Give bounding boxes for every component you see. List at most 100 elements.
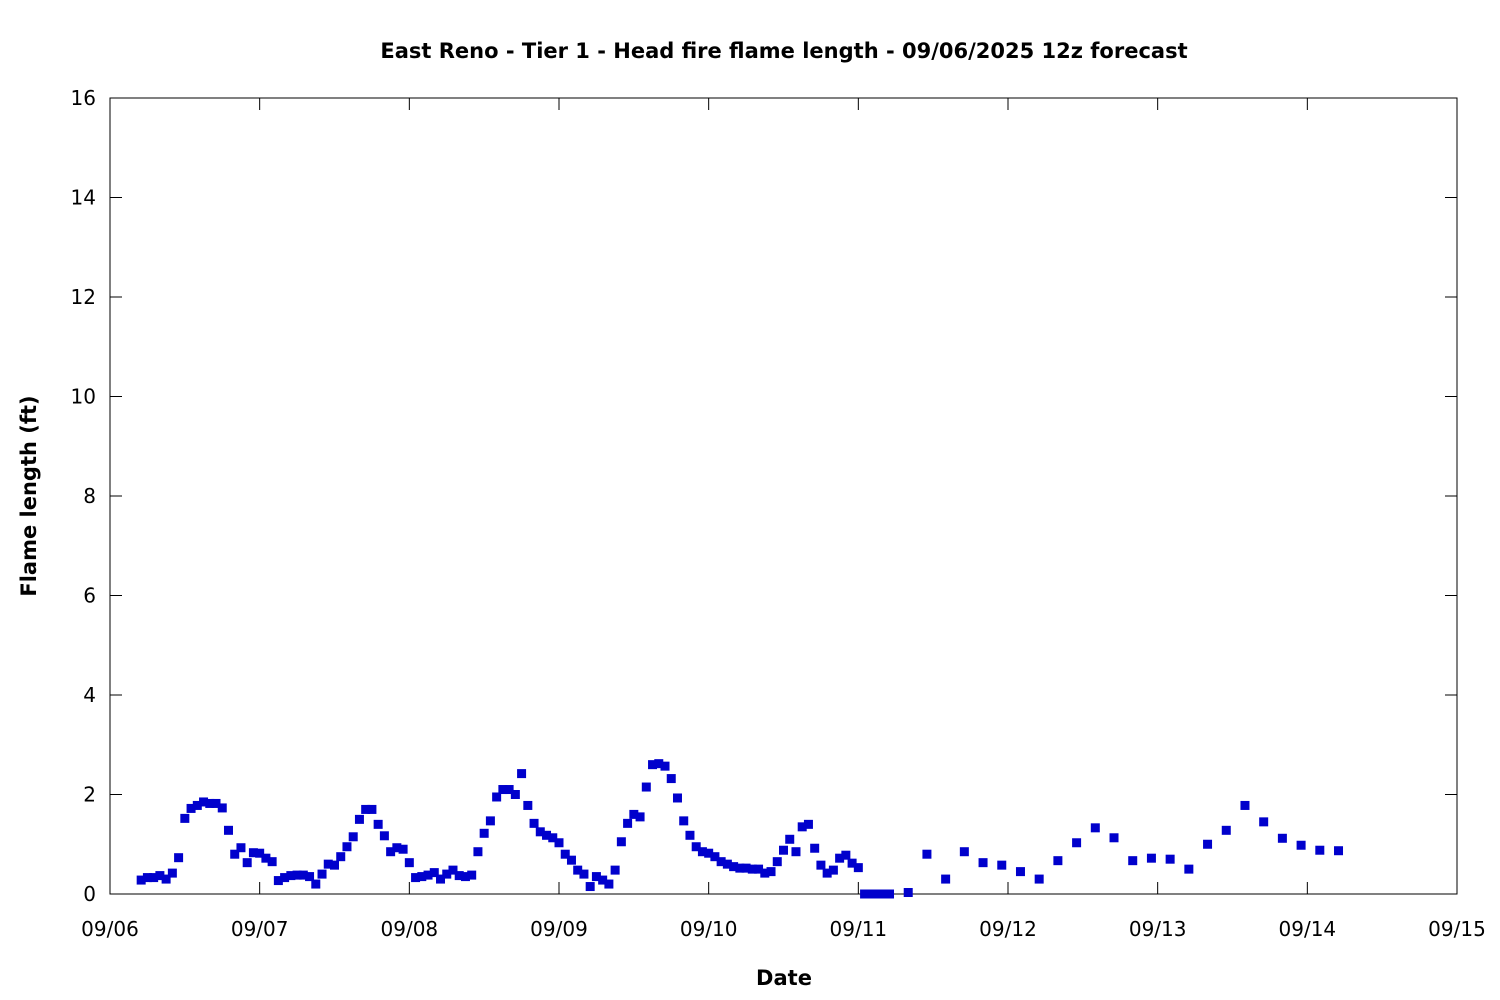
point: [280, 873, 290, 883]
point: [872, 889, 882, 899]
point: [922, 849, 932, 859]
point: [697, 847, 707, 857]
point: [878, 889, 888, 899]
point: [1334, 846, 1344, 856]
point: [779, 845, 788, 855]
x-tick-label: 09/13: [1129, 917, 1187, 941]
y-axis-label: Flame length (ft): [17, 395, 41, 596]
point: [273, 876, 283, 886]
y-tick-label: 10: [71, 385, 96, 409]
point: [379, 831, 389, 841]
point: [847, 858, 857, 868]
point: [180, 813, 190, 823]
point: [1015, 867, 1025, 877]
point: [330, 860, 339, 870]
point: [417, 872, 427, 882]
point: [535, 827, 545, 837]
point: [442, 869, 452, 879]
point: [517, 769, 527, 779]
point: [828, 865, 838, 875]
point: [492, 792, 502, 802]
point: [223, 825, 233, 835]
point: [841, 850, 851, 860]
point: [261, 853, 271, 863]
point: [616, 837, 626, 847]
point: [479, 828, 489, 838]
point: [242, 858, 252, 868]
point: [174, 853, 184, 863]
point: [772, 857, 782, 867]
point: [660, 761, 670, 771]
x-tick-label: 09/10: [680, 917, 738, 941]
point: [623, 818, 633, 828]
point: [760, 868, 770, 878]
point: [866, 889, 876, 899]
point: [523, 800, 533, 810]
point: [348, 832, 358, 842]
point: [591, 872, 601, 882]
y-tick-label: 2: [83, 783, 96, 807]
point: [797, 822, 807, 832]
point: [754, 864, 764, 874]
point: [436, 874, 446, 884]
x-axis-label: Date: [756, 966, 812, 990]
point: [529, 818, 539, 828]
y-tick-label: 0: [83, 882, 96, 906]
point: [155, 871, 165, 881]
point: [429, 868, 439, 878]
point: [1053, 856, 1063, 866]
point: [648, 760, 658, 770]
y-tick-label: 6: [83, 584, 96, 608]
point: [735, 863, 745, 873]
point: [1221, 825, 1231, 835]
point: [510, 790, 520, 799]
point: [766, 867, 776, 877]
point: [398, 844, 408, 854]
point: [1315, 845, 1325, 855]
point: [641, 782, 651, 792]
point: [729, 862, 739, 872]
point: [1203, 839, 1213, 849]
point: [161, 874, 171, 884]
x-tick-label: 09/07: [231, 917, 289, 941]
x-tick-label: 09/09: [530, 917, 588, 941]
point: [136, 875, 146, 885]
point: [317, 869, 327, 879]
point: [835, 853, 845, 863]
point: [1296, 840, 1306, 850]
point: [217, 803, 227, 813]
point: [392, 843, 402, 853]
point: [722, 859, 732, 869]
point: [286, 871, 296, 881]
point: [978, 858, 988, 868]
point: [311, 879, 321, 889]
point: [460, 872, 470, 882]
chart-title: East Reno - Tier 1 - Head fire flame len…: [380, 39, 1187, 63]
point: [566, 855, 576, 865]
point: [654, 759, 664, 769]
point: [604, 879, 614, 889]
point: [716, 857, 726, 867]
point: [504, 785, 514, 795]
point: [142, 873, 152, 883]
point: [255, 848, 265, 858]
point: [1146, 853, 1156, 863]
point: [186, 803, 196, 813]
point: [741, 863, 751, 873]
point: [941, 874, 951, 884]
point: [635, 812, 645, 822]
point: [704, 848, 714, 858]
point: [860, 889, 870, 899]
point: [822, 868, 832, 878]
point: [454, 871, 464, 881]
y-tick-label: 16: [71, 86, 96, 110]
point: [236, 843, 246, 853]
point: [211, 798, 221, 808]
point: [629, 809, 639, 819]
point: [810, 843, 820, 853]
point: [473, 847, 483, 857]
y-tick-label: 8: [83, 484, 96, 508]
point: [679, 816, 689, 826]
